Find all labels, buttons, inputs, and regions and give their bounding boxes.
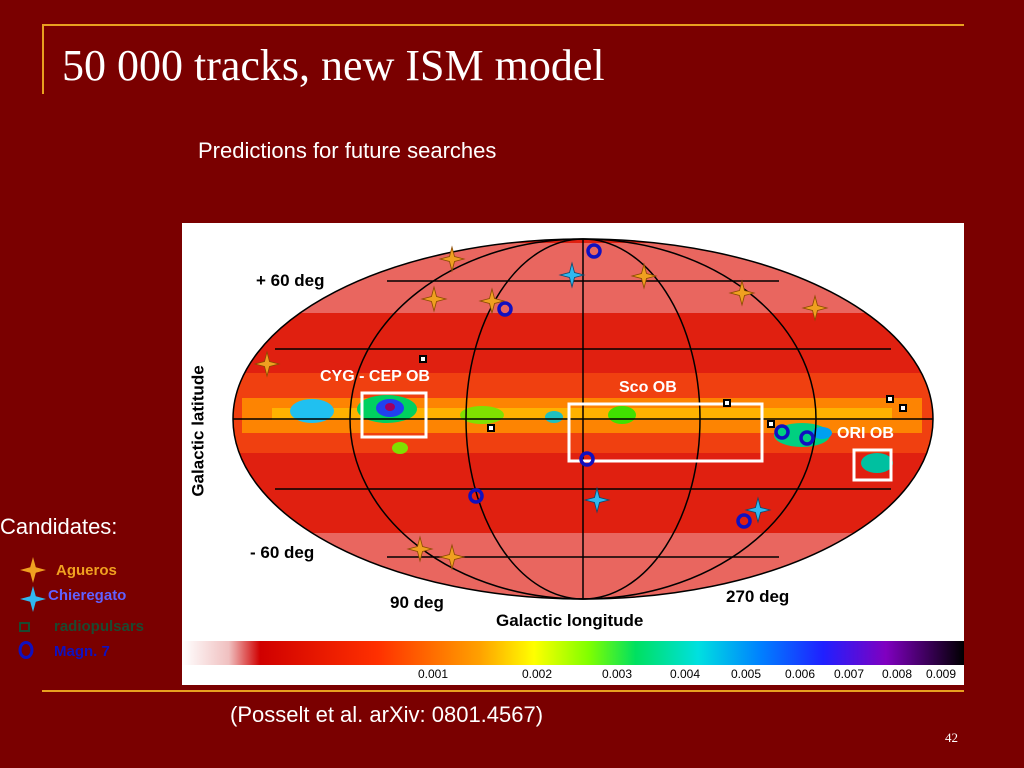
legend-item-chieregato: Chieregato — [48, 587, 127, 604]
citation: (Posselt et al. arXiv: 0801.4567) — [230, 702, 544, 727]
legend-item-magn7: Magn. 7 — [54, 643, 110, 660]
slide-title: 50 000 tracks, new ISM model — [62, 41, 605, 90]
region-label-sco: Sco OB — [619, 379, 677, 396]
lat-top-label: + 60 deg — [256, 271, 325, 290]
lon-left-label: 90 deg — [390, 593, 444, 612]
colorbar-tick: 0.007 — [834, 667, 865, 681]
legend-item-radiopulsars: radiopulsars — [54, 618, 145, 635]
colorbar-tick: 0.008 — [882, 667, 913, 681]
region-label-ori: ORI OB — [837, 425, 894, 442]
colorbar-tick: 0.004 — [670, 667, 701, 681]
legend-item-agueros: Agueros — [56, 562, 117, 579]
colorbar-tick: 0.003 — [602, 667, 633, 681]
ring-icon — [18, 641, 34, 659]
magnificent-seven-markers — [468, 243, 815, 529]
page-number: 42 — [945, 730, 958, 745]
chieregato-markers — [558, 261, 772, 524]
x-axis-label: Galactic longitude — [496, 611, 644, 630]
lon-right-label: 270 deg — [726, 587, 790, 606]
radiopulsar-markers — [419, 355, 907, 432]
sky-map-svg — [182, 238, 964, 665]
orange-star-icon — [20, 557, 46, 583]
colorbar-tick: 0.001 — [418, 667, 449, 681]
agueros-markers — [253, 245, 829, 571]
cyan-star-icon — [20, 586, 46, 612]
square-icon — [19, 622, 30, 632]
region-boxes — [360, 391, 893, 482]
accent-vertical-line — [42, 24, 44, 94]
colorbar-tick: 0.006 — [785, 667, 816, 681]
colorbar-tick: 0.002 — [522, 667, 553, 681]
lat-bottom-label: - 60 deg — [250, 543, 315, 562]
region-label-cyg: CYG - CEP OB — [320, 368, 430, 385]
graticule — [232, 238, 934, 600]
accent-top-line — [42, 24, 964, 26]
y-axis-label: Galactic latitude — [188, 365, 208, 497]
sky-map-figure: + 60 deg - 60 deg 90 deg 270 deg Galacti… — [182, 223, 964, 685]
legend-heading: Candidates: — [0, 514, 118, 539]
colorbar — [182, 641, 964, 665]
accent-bottom-line — [42, 690, 964, 692]
slide-subtitle: Predictions for future searches — [198, 138, 497, 163]
colorbar-tick: 0.009 — [926, 667, 957, 681]
colorbar-tick: 0.005 — [731, 667, 762, 681]
